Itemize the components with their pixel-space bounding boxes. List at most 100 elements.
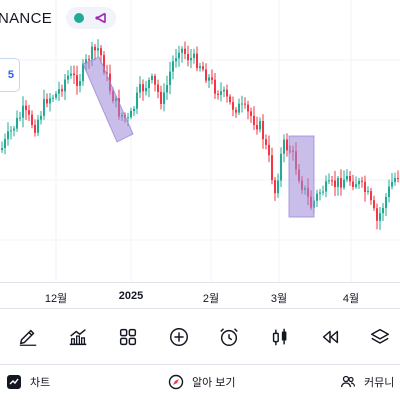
time-axis[interactable]: 12월 2025 2월 3월 4월 <box>0 282 400 308</box>
candle-body <box>55 93 57 98</box>
candle-body <box>286 139 288 151</box>
layouts-button[interactable] <box>116 325 140 349</box>
candle-body <box>247 104 249 112</box>
candle-body <box>376 208 378 221</box>
candle-body <box>370 191 372 201</box>
candle-body <box>205 69 207 81</box>
candle-body <box>127 117 129 119</box>
time-tick-label: 2월 <box>202 293 220 305</box>
candle-body <box>31 114 33 125</box>
candle-body <box>70 73 72 76</box>
candle-body <box>208 77 210 81</box>
candle-body <box>7 131 9 140</box>
candle-body <box>382 207 384 214</box>
candle-body <box>337 178 339 188</box>
time-tick-label: 4월 <box>342 293 360 305</box>
candle-body <box>199 66 201 69</box>
candle-body <box>259 121 261 130</box>
object-tree-button[interactable] <box>368 325 392 349</box>
candle-body <box>85 59 87 64</box>
candle-body <box>43 99 45 116</box>
candle-body <box>88 59 90 61</box>
alarm-clock-icon <box>220 328 238 346</box>
nav-community[interactable]: 커뮤니 <box>340 374 394 390</box>
candle-body <box>379 213 381 221</box>
candle-body <box>61 89 63 92</box>
candle-body <box>49 98 51 104</box>
candle-body <box>253 115 255 126</box>
compass-icon <box>168 374 184 390</box>
time-tick-label: 3월 <box>270 293 288 305</box>
alert-button[interactable] <box>217 325 241 349</box>
candle-body <box>52 97 54 99</box>
price-label-box[interactable]: 5 <box>0 58 20 92</box>
candle-body <box>211 77 213 80</box>
candle-body <box>331 180 333 182</box>
nav-chart[interactable]: 차트 <box>6 374 50 390</box>
candle-body <box>226 89 228 97</box>
brush-tool-button[interactable] <box>16 325 40 349</box>
nav-ideas[interactable]: 알아 보기 <box>168 374 236 390</box>
share-network-icon <box>95 12 106 24</box>
highlight-rectangle <box>82 56 134 143</box>
candle-body <box>160 91 162 105</box>
candle-body <box>277 180 279 194</box>
candle-body <box>106 72 108 74</box>
candle-body <box>343 179 345 188</box>
candle-body <box>19 117 21 119</box>
candle-body <box>151 75 153 81</box>
candle-body <box>157 84 159 92</box>
candle-body <box>136 92 138 109</box>
chart-area[interactable]: NANCE 5 <box>0 0 400 282</box>
highlight-rectangle <box>288 135 315 218</box>
candle-body <box>256 125 258 130</box>
candle-body <box>172 61 174 72</box>
symbol-legend: NANCE <box>0 6 117 30</box>
market-open-dot-icon <box>74 13 85 23</box>
candle-body <box>34 124 36 133</box>
candle-body <box>97 48 99 51</box>
candle-body <box>346 176 348 180</box>
brush-icon <box>19 329 37 346</box>
candle-body <box>103 55 105 73</box>
replay-button[interactable] <box>318 325 342 349</box>
candle-body <box>385 197 387 208</box>
candle-body <box>241 103 243 105</box>
candle-body <box>322 191 324 193</box>
candle-body <box>397 177 399 179</box>
layouts-grid-icon <box>119 328 137 346</box>
candle-body <box>349 176 351 182</box>
candle-body <box>358 180 360 185</box>
drawing-toolbar <box>0 308 400 364</box>
candle-body <box>262 121 264 140</box>
candle-body <box>37 119 39 133</box>
candle-body <box>190 58 192 61</box>
chart-type-button[interactable] <box>268 325 292 349</box>
candle-body <box>217 93 219 95</box>
candle-body <box>58 89 60 94</box>
add-symbol-button[interactable] <box>167 325 191 349</box>
community-people-icon <box>340 375 356 388</box>
status-pill[interactable] <box>66 7 117 29</box>
candle-body <box>202 66 204 70</box>
candle-body <box>229 96 231 103</box>
candle-body <box>268 144 270 156</box>
indicators-icon <box>69 329 87 346</box>
bottom-navigation-bar: 차트 알아 보기 커뮤니 <box>0 364 400 400</box>
candlestick-chart[interactable] <box>0 0 400 282</box>
symbol-name[interactable]: NANCE <box>0 9 53 27</box>
layers-icon <box>371 328 389 344</box>
candle-body <box>340 178 342 188</box>
candle-body <box>181 48 183 53</box>
candle-body <box>94 46 96 51</box>
indicators-button[interactable] <box>66 325 90 349</box>
time-tick-label: 12월 <box>44 293 68 305</box>
candle-body <box>235 109 237 113</box>
candle-body <box>328 180 330 182</box>
candle-body <box>319 192 321 194</box>
candle-body <box>334 180 336 188</box>
candle-body <box>82 63 84 82</box>
candle-body <box>46 99 48 104</box>
candle-body <box>388 186 390 198</box>
